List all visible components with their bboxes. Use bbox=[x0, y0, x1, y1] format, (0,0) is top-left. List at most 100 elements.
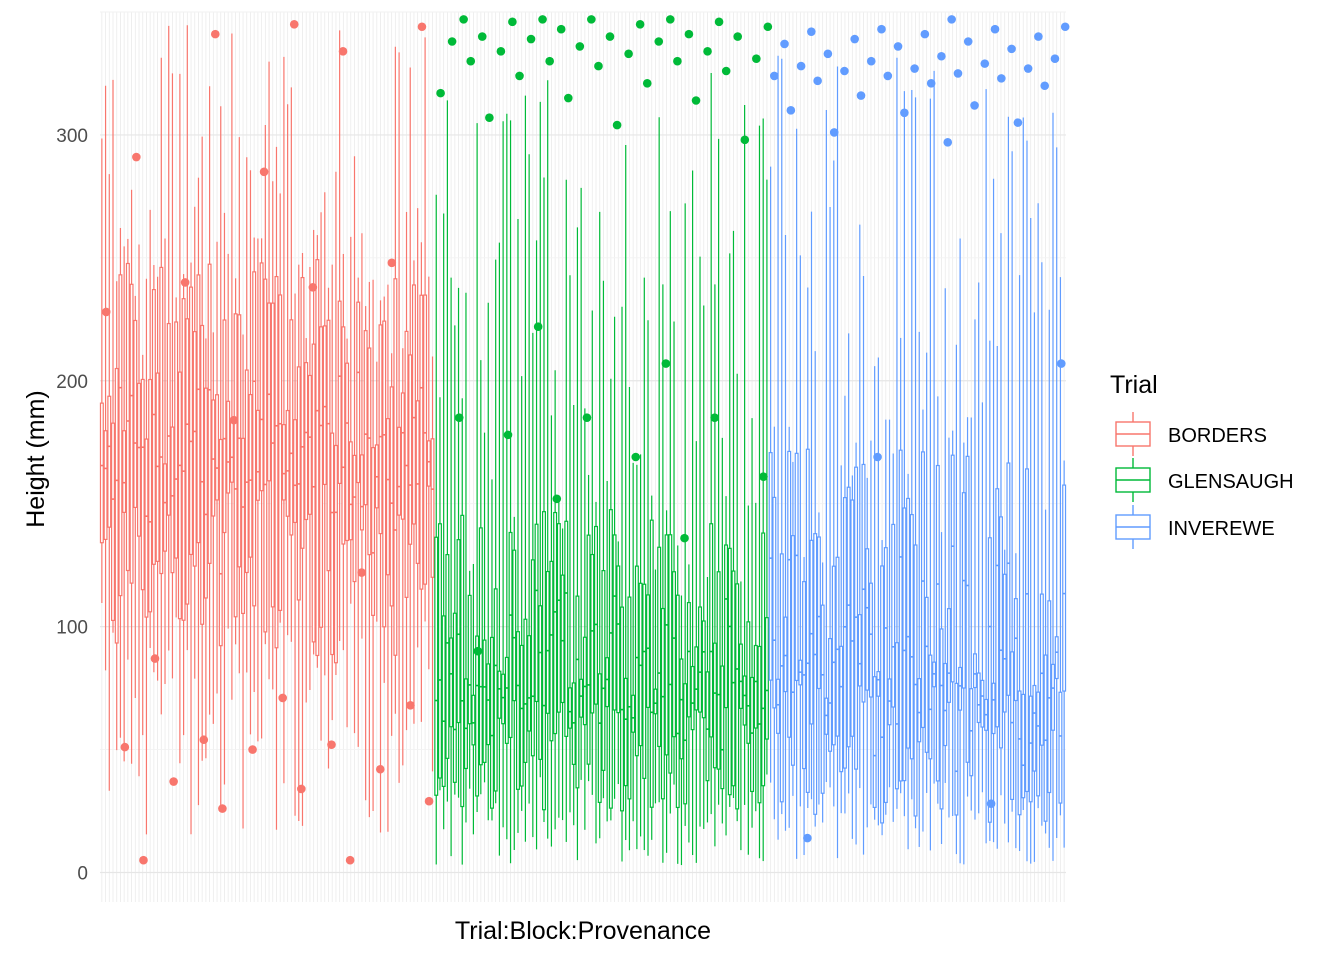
box-inverewe bbox=[805, 287, 810, 809]
iqr-box bbox=[575, 595, 580, 789]
iqr-box bbox=[478, 527, 483, 766]
iqr-box bbox=[445, 554, 450, 759]
outlier-borders bbox=[375, 764, 385, 774]
box-borders bbox=[151, 265, 156, 673]
iqr-box bbox=[449, 637, 454, 728]
box-borders bbox=[322, 192, 327, 676]
iqr-box bbox=[857, 614, 862, 687]
iqr-box bbox=[111, 422, 115, 622]
iqr-box bbox=[631, 694, 636, 733]
box-inverewe bbox=[1013, 553, 1018, 849]
box-glensaugh bbox=[478, 360, 483, 795]
box-inverewe bbox=[772, 426, 777, 820]
box-glensaugh bbox=[735, 373, 740, 822]
iqr-box bbox=[946, 608, 951, 703]
box-borders bbox=[333, 171, 338, 676]
box-borders bbox=[211, 332, 216, 724]
iqr-box bbox=[597, 673, 602, 804]
box-borders bbox=[107, 174, 112, 791]
iqr-box bbox=[300, 276, 305, 549]
iqr-box bbox=[761, 532, 766, 787]
box-inverewe bbox=[794, 128, 799, 859]
iqr-box bbox=[675, 594, 680, 809]
outlier-borders bbox=[120, 742, 130, 752]
iqr-box bbox=[571, 682, 576, 765]
box-borders bbox=[415, 208, 420, 648]
outlier-glensaugh bbox=[508, 17, 517, 27]
iqr-box bbox=[582, 636, 587, 726]
iqr-box bbox=[538, 605, 543, 760]
iqr-box bbox=[854, 466, 859, 770]
box-borders bbox=[315, 235, 320, 668]
iqr-box bbox=[716, 571, 721, 770]
iqr-box bbox=[553, 511, 558, 735]
box-borders bbox=[311, 229, 316, 655]
outlier-points bbox=[101, 15, 1070, 865]
iqr-box bbox=[345, 362, 350, 542]
iqr-box bbox=[646, 594, 651, 709]
iqr-box bbox=[456, 539, 461, 724]
box-borders bbox=[170, 73, 175, 679]
x-axis-title: Trial:Block:Provenance bbox=[455, 917, 711, 945]
outlier-glensaugh bbox=[635, 19, 645, 29]
outlier-inverewe bbox=[840, 66, 849, 76]
box-inverewe bbox=[809, 211, 814, 800]
iqr-box bbox=[816, 536, 821, 690]
iqr-box bbox=[972, 653, 977, 689]
box-glensaugh bbox=[437, 397, 442, 791]
box-borders bbox=[274, 146, 279, 830]
box-glensaugh bbox=[694, 441, 699, 863]
outlier-glensaugh bbox=[733, 32, 743, 41]
iqr-box bbox=[794, 452, 799, 682]
box-glensaugh bbox=[642, 277, 647, 851]
box-glensaugh bbox=[753, 502, 758, 812]
outlier-borders bbox=[424, 796, 434, 806]
box-inverewe bbox=[1024, 140, 1029, 862]
iqr-box bbox=[255, 409, 260, 501]
box-borders bbox=[263, 124, 268, 645]
outlier-inverewe bbox=[769, 71, 779, 81]
legend-key-glensaugh bbox=[1115, 458, 1151, 502]
iqr-box bbox=[887, 678, 892, 726]
box-borders bbox=[222, 212, 227, 785]
iqr-box bbox=[352, 454, 357, 583]
iqr-box bbox=[1058, 691, 1063, 804]
iqr-box bbox=[489, 636, 494, 809]
box-glensaugh bbox=[631, 462, 636, 822]
box-borders bbox=[233, 278, 238, 645]
box-glensaugh bbox=[757, 125, 762, 859]
iqr-box bbox=[868, 582, 873, 698]
iqr-box bbox=[378, 324, 383, 535]
outlier-inverewe bbox=[953, 69, 963, 78]
iqr-box bbox=[586, 534, 591, 765]
box-borders bbox=[244, 157, 249, 673]
iqr-box bbox=[148, 378, 153, 613]
outlier-inverewe bbox=[829, 128, 839, 137]
iqr-box bbox=[686, 601, 691, 718]
iqr-box bbox=[541, 511, 546, 811]
box-inverewe bbox=[868, 440, 873, 805]
iqr-box bbox=[371, 447, 376, 616]
iqr-box bbox=[965, 455, 970, 763]
box-glensaugh bbox=[742, 105, 747, 805]
iqr-box bbox=[649, 519, 654, 808]
iqr-box bbox=[601, 570, 606, 771]
box-borders bbox=[111, 79, 115, 633]
iqr-box bbox=[423, 294, 428, 585]
outlier-inverewe bbox=[997, 74, 1006, 83]
box-glensaugh bbox=[720, 437, 725, 824]
iqr-box bbox=[311, 343, 316, 643]
box-borders bbox=[185, 25, 190, 651]
box-borders bbox=[114, 281, 119, 751]
iqr-box bbox=[943, 662, 948, 747]
outlier-borders bbox=[210, 29, 220, 39]
box-inverewe bbox=[917, 331, 922, 847]
outlier-inverewe bbox=[850, 34, 859, 44]
box-inverewe bbox=[1010, 151, 1015, 812]
iqr-box bbox=[995, 488, 1000, 728]
iqr-box bbox=[337, 300, 342, 485]
box-glensaugh bbox=[664, 510, 669, 853]
outlier-glensaugh bbox=[485, 113, 494, 123]
box-glensaugh bbox=[568, 275, 572, 813]
legend: Trial BORDERS GLENSAUGH INVEREWE bbox=[1110, 371, 1294, 549]
